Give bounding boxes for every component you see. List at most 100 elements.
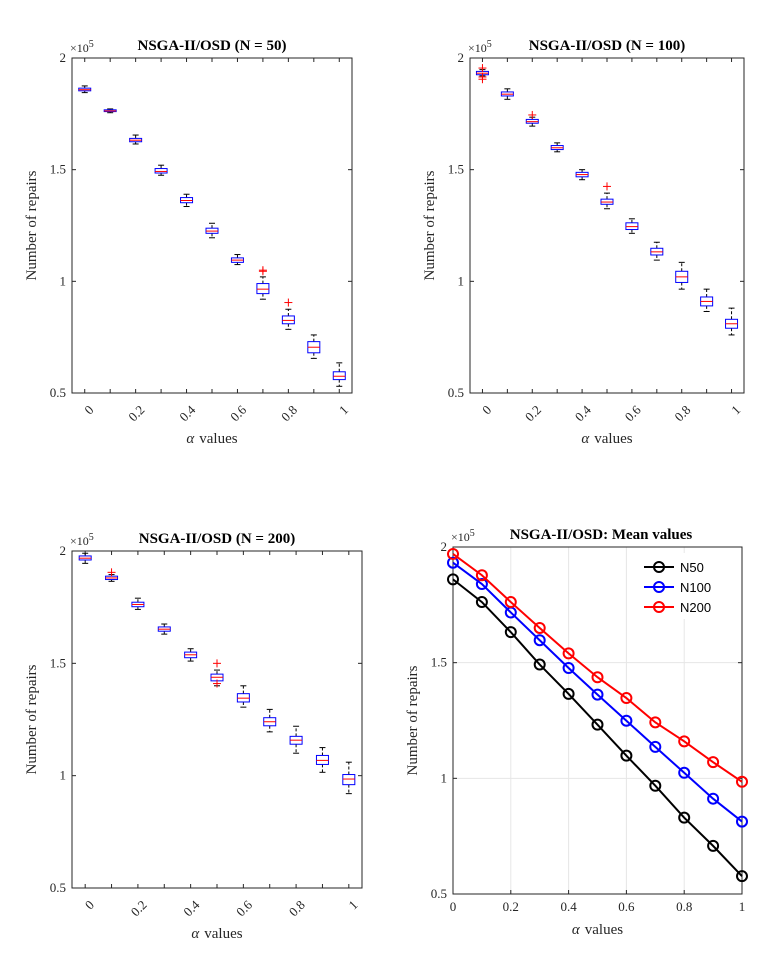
legend-item-N50: N50 <box>644 560 704 575</box>
y-tick-label: 2 <box>441 539 448 554</box>
data-point <box>736 870 748 883</box>
box-0.7 <box>263 708 277 733</box>
data-point <box>649 740 662 753</box>
data-point <box>562 647 575 660</box>
x-axis-text: values <box>585 922 623 938</box>
box-0.3 <box>157 623 171 635</box>
data-point <box>533 634 546 647</box>
data-point <box>736 815 748 828</box>
outlier-marker <box>107 568 116 577</box>
chart-title: NSGA-II/OSD: Mean values <box>510 527 693 543</box>
data-point <box>533 658 546 671</box>
x-tick-label: 1 <box>739 899 746 914</box>
series-N50 <box>447 573 748 883</box>
box-0.4 <box>184 648 198 662</box>
x-tick-label: 0 <box>479 402 494 417</box>
y-axis-label: Number of repairs <box>422 170 438 280</box>
chart-title: NSGA-II/OSD (N = 50) <box>138 38 287 54</box>
outlier-marker <box>213 659 221 668</box>
data-point <box>707 792 720 805</box>
data-point <box>591 718 604 731</box>
legend-label: N100 <box>680 580 711 595</box>
y-axis-label: Number of repairs <box>405 665 421 775</box>
x-tick-label: 0.2 <box>125 402 147 424</box>
x-tick-label: 0.6 <box>622 402 644 424</box>
y-tick-label: 1 <box>458 273 465 288</box>
x-tick-label: 0.8 <box>676 899 692 914</box>
series-line-N200 <box>452 553 743 783</box>
x-tick-label: 0 <box>450 899 457 914</box>
y-multiplier: ×105 <box>468 39 492 55</box>
y-tick-label: 2 <box>60 543 67 558</box>
y-tick-label: 1.5 <box>50 162 66 177</box>
y-axis-label: Number of repairs <box>24 170 40 280</box>
x-axis-label: α values <box>572 922 623 938</box>
box-0.6 <box>236 685 250 708</box>
box-0.9 <box>307 334 321 359</box>
x-tick-label: 0.6 <box>618 899 635 914</box>
y-tick-label: 1 <box>60 273 67 288</box>
data-point <box>707 839 720 852</box>
x-axis-symbol: α <box>581 431 590 447</box>
data-point <box>736 775 748 788</box>
x-axis-label: α values <box>191 926 242 942</box>
data-point <box>678 811 691 824</box>
legend-label: N50 <box>680 560 704 575</box>
data-point <box>620 692 633 705</box>
x-axis-label: α values <box>581 431 632 447</box>
box-0.7 <box>256 266 270 300</box>
legend-marker <box>653 561 665 573</box>
box-1 <box>725 307 739 336</box>
x-tick-label: 0.2 <box>128 897 150 919</box>
data-point <box>475 578 488 591</box>
data-point <box>620 714 633 727</box>
y-tick-label: 1.5 <box>448 162 464 177</box>
legend-item-N100: N100 <box>644 580 711 595</box>
box-0.6 <box>230 254 244 266</box>
y-multiplier: ×105 <box>70 39 94 55</box>
outlier-marker <box>284 298 293 307</box>
y-multiplier-exp: 5 <box>470 528 475 539</box>
data-point <box>475 569 488 582</box>
box-0.8 <box>289 725 303 754</box>
legend-marker <box>653 601 665 613</box>
data-point <box>649 779 662 792</box>
outlier-marker <box>603 182 611 191</box>
y-axis-label: Number of repairs <box>24 664 40 774</box>
box-0.5 <box>600 182 614 210</box>
box-0.9 <box>700 288 714 312</box>
box-1 <box>332 362 346 387</box>
box-0.5 <box>210 659 224 688</box>
data-point <box>447 556 459 569</box>
x-tick-label: 1 <box>345 897 360 912</box>
x-tick-label: 0.8 <box>671 402 693 424</box>
y-tick-label: 0.5 <box>431 886 447 901</box>
data-point <box>591 688 604 701</box>
x-tick-label: 0.8 <box>278 402 300 424</box>
y-multiplier-exp: 5 <box>487 39 492 50</box>
x-tick-label: 0.4 <box>180 897 202 919</box>
outlier-marker <box>213 679 221 688</box>
y-tick-label: 1 <box>441 770 448 785</box>
y-multiplier-exp: 5 <box>89 39 94 50</box>
series-N200 <box>447 547 748 788</box>
boxplot-panel-n100: 0.5 1 1.5 2×105 NSGA-II/OSD (N = 100) Number … <box>422 38 745 447</box>
data-point <box>475 596 488 609</box>
x-axis-symbol: α <box>186 431 195 447</box>
x-tick-label: 0.6 <box>233 897 255 919</box>
axes-box <box>71 550 363 889</box>
y-multiplier-base: ×10 <box>451 530 470 544</box>
box-0.8 <box>281 298 295 330</box>
series-N100 <box>447 556 748 828</box>
x-tick-label: 0.2 <box>522 402 544 424</box>
box-0.2 <box>129 134 143 145</box>
x-tick-label: 1 <box>728 402 743 417</box>
box-0.3 <box>550 142 564 153</box>
box-0.1 <box>500 88 514 100</box>
x-tick-label: 0.4 <box>560 899 577 914</box>
y-tick-label: 1 <box>60 768 67 783</box>
x-tick-label: 0 <box>81 402 96 417</box>
outlier-marker <box>258 266 267 275</box>
box-0.7 <box>650 241 664 261</box>
